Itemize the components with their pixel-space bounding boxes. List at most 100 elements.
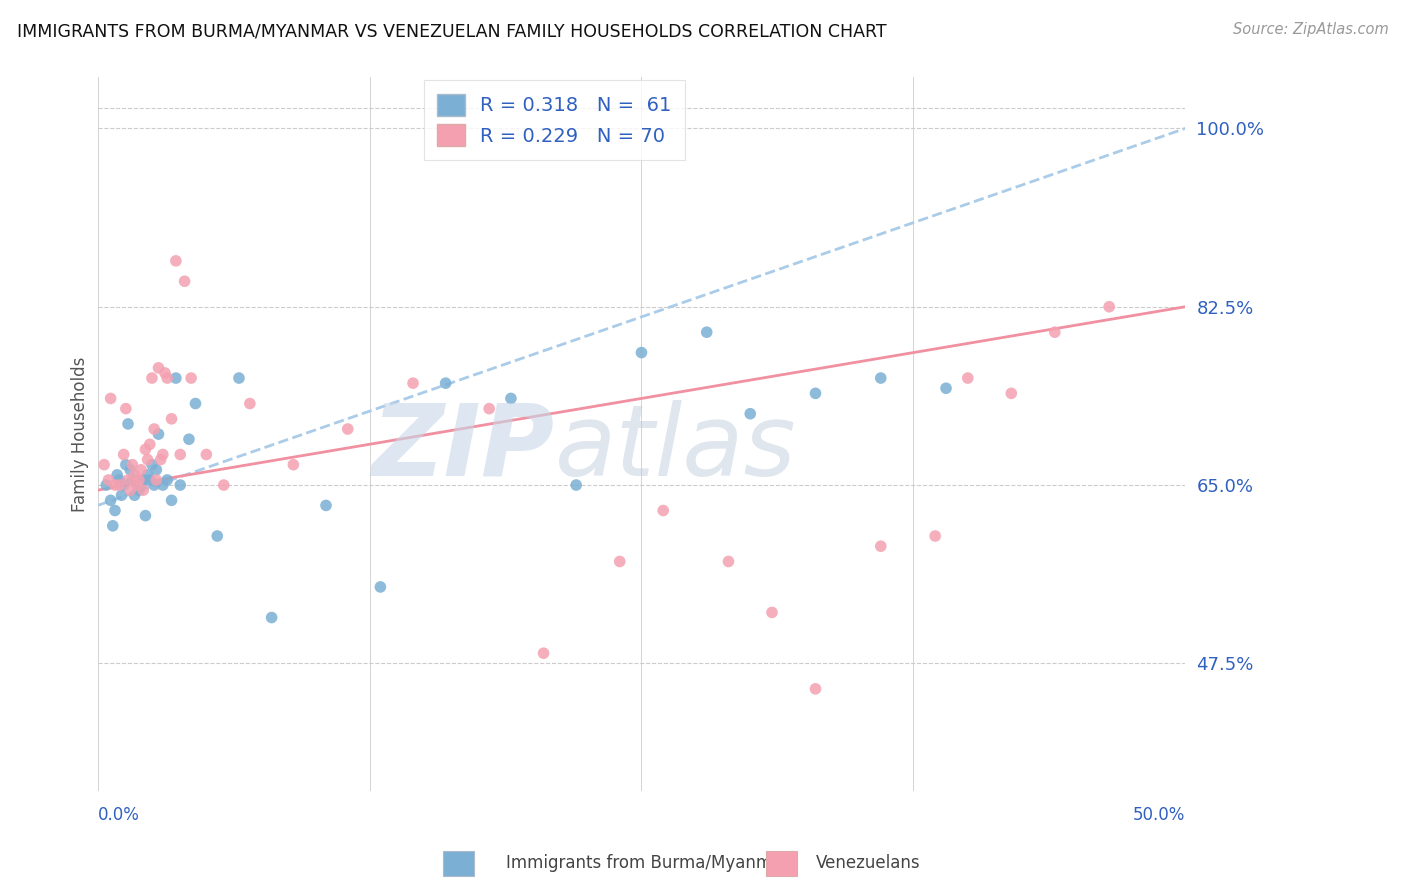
Point [148, 427, 170, 442]
Point [370, 580, 392, 594]
Text: 50.0%: 50.0% [1133, 806, 1185, 824]
Point [132, 483, 155, 497]
Point [956, 371, 979, 385]
Point [160, 412, 183, 426]
Point [117, 473, 139, 487]
Point [180, 371, 202, 385]
Point [148, 360, 170, 375]
Text: Source: ZipAtlas.com: Source: ZipAtlas.com [1233, 22, 1389, 37]
Point [139, 473, 162, 487]
Point [112, 478, 135, 492]
Point [260, 610, 283, 624]
Point [125, 473, 148, 487]
Y-axis label: Family Households: Family Households [72, 357, 89, 512]
Point [434, 376, 457, 391]
Point [120, 483, 142, 497]
Point [156, 371, 179, 385]
Point [152, 448, 174, 462]
Point [565, 478, 588, 492]
Point [804, 681, 827, 696]
Point [132, 473, 155, 487]
Point [108, 473, 131, 487]
Point [177, 432, 200, 446]
Point [93, 458, 115, 472]
Point [128, 473, 150, 487]
Point [924, 529, 946, 543]
Point [207, 529, 229, 543]
Point [124, 467, 146, 482]
Point [128, 483, 150, 497]
Point [165, 371, 187, 385]
Point [869, 371, 891, 385]
Point [152, 478, 174, 492]
Text: 0.0%: 0.0% [97, 806, 139, 824]
Point [212, 478, 235, 492]
Point [195, 448, 218, 462]
Point [761, 606, 783, 620]
Point [143, 422, 166, 436]
Point [696, 325, 718, 339]
Point [141, 458, 163, 472]
Point [652, 503, 675, 517]
Point [134, 442, 156, 457]
Point [717, 554, 740, 568]
Point [120, 463, 142, 477]
Point [153, 366, 176, 380]
Point [869, 539, 891, 553]
Point [630, 345, 652, 359]
Point [104, 503, 127, 517]
Point [96, 478, 118, 492]
Point [1000, 386, 1022, 401]
Point [315, 499, 337, 513]
Point [165, 253, 187, 268]
Point [283, 458, 305, 472]
Point [100, 493, 122, 508]
Point [169, 448, 191, 462]
Point [228, 371, 250, 385]
Point [1098, 300, 1121, 314]
Point [117, 417, 139, 431]
Point [336, 422, 359, 436]
Point [125, 478, 148, 492]
Text: ZIP: ZIP [371, 400, 554, 497]
Point [136, 452, 159, 467]
Point [145, 473, 167, 487]
Point [1043, 325, 1066, 339]
Point [121, 473, 143, 487]
Text: Venezuelans: Venezuelans [815, 855, 920, 872]
Point [804, 386, 827, 401]
Point [478, 401, 501, 416]
Point [124, 488, 146, 502]
Point [139, 437, 162, 451]
Point [169, 478, 191, 492]
Point [173, 274, 195, 288]
Text: IMMIGRANTS FROM BURMA/MYANMAR VS VENEZUELAN FAMILY HOUSEHOLDS CORRELATION CHART: IMMIGRANTS FROM BURMA/MYANMAR VS VENEZUE… [17, 22, 887, 40]
Text: Immigrants from Burma/Myanmar: Immigrants from Burma/Myanmar [506, 855, 789, 872]
Point [533, 646, 555, 660]
Point [136, 467, 159, 482]
Point [97, 473, 120, 487]
Point [104, 478, 127, 492]
Point [108, 478, 131, 492]
Point [740, 407, 762, 421]
Point [129, 463, 152, 477]
Point [499, 392, 522, 406]
Point [105, 467, 128, 482]
Point [121, 458, 143, 472]
Point [145, 463, 167, 477]
Text: atlas: atlas [554, 400, 796, 497]
Point [149, 452, 172, 467]
Point [160, 493, 183, 508]
Point [100, 392, 122, 406]
Point [156, 473, 179, 487]
Point [143, 478, 166, 492]
Point [134, 508, 156, 523]
Point [129, 478, 152, 492]
Point [184, 396, 207, 410]
Point [609, 554, 631, 568]
Point [402, 376, 425, 391]
Point [239, 396, 262, 410]
Point [935, 381, 957, 395]
Point [141, 371, 163, 385]
Point [112, 448, 135, 462]
